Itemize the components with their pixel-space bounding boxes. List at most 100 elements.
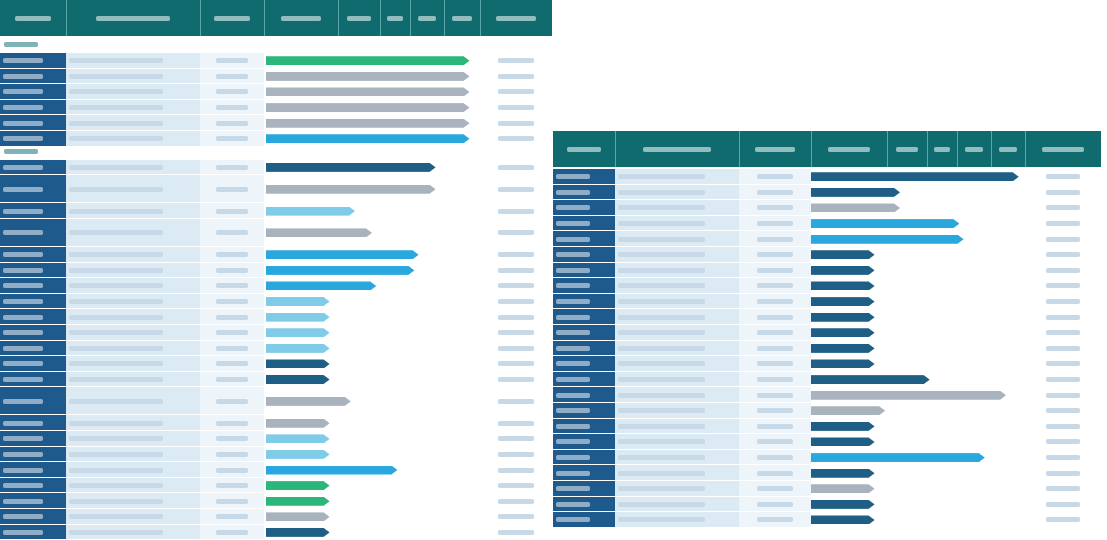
cell-placeholder <box>498 89 534 95</box>
cell-placeholder <box>556 455 591 461</box>
header-cell <box>615 131 739 167</box>
cell-placeholder <box>3 314 43 320</box>
ownership-cell <box>200 159 264 176</box>
date-cell <box>480 131 552 147</box>
progress-bar <box>811 266 875 275</box>
ownership-cell <box>739 512 811 528</box>
category-cell <box>553 387 615 403</box>
cell-placeholder <box>757 517 793 523</box>
vaccine-name-cell <box>66 371 200 388</box>
row-divider <box>0 508 552 510</box>
cell-placeholder <box>3 330 43 336</box>
cell-placeholder <box>618 517 705 523</box>
progress-bar <box>811 406 885 415</box>
cell-placeholder <box>1045 314 1081 320</box>
row-divider <box>0 174 552 176</box>
category-cell <box>0 462 66 478</box>
ownership-cell <box>739 231 811 247</box>
row-divider <box>0 308 552 310</box>
cell-placeholder <box>216 120 248 126</box>
vaccine-name-cell <box>66 431 200 447</box>
row-divider <box>553 355 1101 357</box>
table-row <box>0 293 552 310</box>
category-cell <box>553 340 615 357</box>
table-row <box>553 512 1101 528</box>
vaccine-name-cell <box>66 340 200 357</box>
vaccine-name-cell <box>615 465 739 481</box>
progress-bar <box>811 188 900 197</box>
vaccine-name-cell <box>66 309 200 325</box>
vaccine-name-cell <box>615 200 739 216</box>
cell-placeholder <box>556 267 591 273</box>
vaccine-name-cell <box>66 175 200 204</box>
progress-bar <box>266 397 351 406</box>
ownership-cell <box>200 203 264 219</box>
cell-placeholder <box>757 470 793 476</box>
progress-bar <box>811 313 875 322</box>
cell-placeholder <box>216 73 248 79</box>
cell-placeholder <box>618 392 705 398</box>
ownership-cell <box>739 371 811 388</box>
category-cell <box>0 115 66 131</box>
category-cell <box>553 184 615 201</box>
cell-placeholder <box>3 345 43 351</box>
row-divider <box>553 417 1101 419</box>
cell-placeholder <box>3 164 43 170</box>
cell-placeholder <box>757 236 793 242</box>
cell-placeholder <box>556 205 591 211</box>
ownership-cell <box>200 509 264 525</box>
table-row <box>553 340 1101 357</box>
progress-bar <box>266 344 330 353</box>
section-heading-placeholder <box>4 148 38 154</box>
header-label-placeholder <box>417 15 437 21</box>
table-row <box>0 115 552 131</box>
section-heading-placeholder <box>4 42 38 47</box>
cell-placeholder <box>69 252 163 258</box>
cell-placeholder <box>1045 361 1081 367</box>
date-cell <box>1025 356 1101 372</box>
cell-placeholder <box>1045 283 1081 289</box>
cell-placeholder <box>498 208 534 214</box>
date-cell <box>1025 497 1101 513</box>
cell-placeholder <box>1045 470 1081 476</box>
table-row <box>0 203 552 219</box>
cell-placeholder <box>3 498 43 504</box>
vaccine-name-cell <box>615 371 739 388</box>
category-cell <box>0 218 66 247</box>
row-divider <box>553 277 1101 279</box>
progress-bar <box>811 250 875 259</box>
progress-bar <box>811 235 964 244</box>
ownership-cell <box>739 309 811 325</box>
vaccine-name-cell <box>615 293 739 310</box>
vaccine-name-cell <box>66 99 200 116</box>
header-label-placeholder <box>964 146 984 152</box>
header-cell <box>338 0 380 36</box>
row-divider <box>553 464 1101 466</box>
category-cell <box>553 215 615 232</box>
table-row <box>553 481 1101 497</box>
date-cell <box>1025 231 1101 247</box>
row-divider <box>0 339 552 341</box>
category-cell <box>0 278 66 294</box>
progress-bar <box>266 359 330 368</box>
header-divider <box>811 131 812 167</box>
category-cell <box>553 481 615 497</box>
row-divider <box>553 261 1101 263</box>
header-cell <box>480 0 552 36</box>
vaccine-name-cell <box>615 403 739 419</box>
section-heading <box>4 42 44 47</box>
date-cell <box>1025 278 1101 294</box>
category-cell <box>553 496 615 513</box>
progress-bar <box>266 103 470 112</box>
cell-placeholder <box>618 501 705 507</box>
category-cell <box>0 524 66 540</box>
progress-bar <box>266 266 414 275</box>
vaccine-name-cell <box>66 262 200 279</box>
row-divider <box>0 145 552 147</box>
cell-placeholder <box>69 330 163 336</box>
progress-bar <box>811 515 875 524</box>
row-divider <box>553 433 1101 435</box>
date-cell <box>480 263 552 279</box>
vaccine-name-cell <box>615 356 739 372</box>
cell-placeholder <box>757 283 793 289</box>
